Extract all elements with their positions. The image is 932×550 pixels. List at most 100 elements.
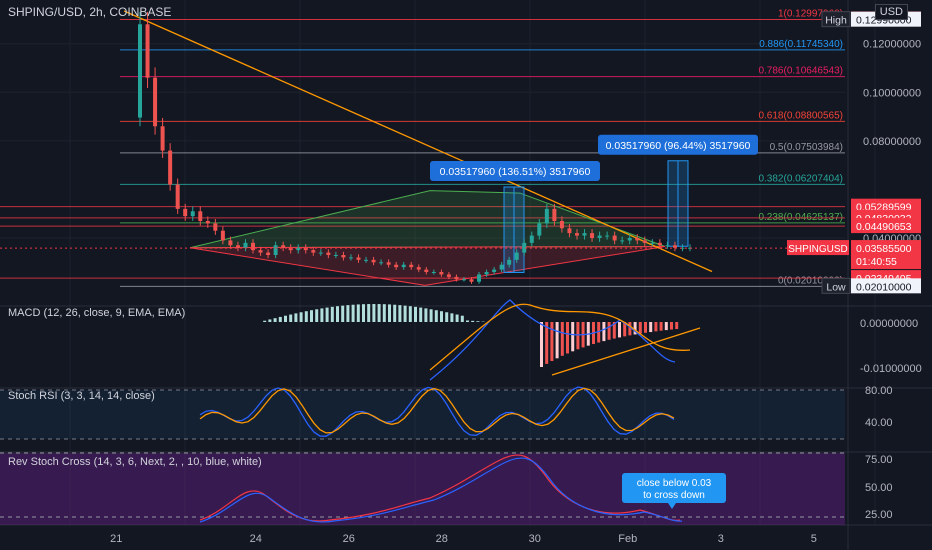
candle-body [627, 238, 632, 241]
fib-level-label: 0.618(0.08800565) [758, 110, 843, 121]
stoch-rsi-label[interactable]: Stoch RSI (3, 3, 14, 14, close) [8, 390, 155, 402]
candle-body [394, 264, 399, 268]
macd-histogram-bar [273, 318, 277, 322]
macd-histogram-bar [597, 322, 601, 343]
rev-stoch-label[interactable]: Rev Stoch Cross (14, 3, 6, Next, 2, , 10… [8, 456, 262, 468]
macd-histogram-bar [284, 315, 287, 322]
macd-histogram-bar [419, 307, 423, 322]
candle-body [153, 77, 158, 127]
macd-histogram-bar [356, 304, 360, 322]
fib-level-label: 0.886(0.11745340) [759, 39, 843, 50]
fib-level-label: 0.786(0.10646543) [758, 66, 843, 77]
candle-body [288, 247, 293, 251]
candle-body [220, 230, 225, 241]
macd-histogram-bar [263, 320, 267, 322]
candle-body [650, 242, 655, 244]
candle-body [461, 279, 466, 281]
candle-body [597, 235, 602, 238]
candle-body [348, 257, 353, 259]
candle-body [537, 223, 542, 236]
candle-body [401, 264, 406, 268]
macd-histogram-bar [434, 310, 438, 322]
candle-body [168, 150, 173, 185]
macd-trendline [551, 327, 701, 376]
price-tag-prefix-box [821, 11, 851, 28]
rev-stoch-axis-label: 25.00 [865, 509, 893, 521]
candle-body [424, 269, 429, 272]
current-price-box [851, 240, 921, 270]
candle-body [544, 208, 549, 224]
candle-body [145, 24, 150, 78]
rev-stoch-axis-label: 75.00 [865, 454, 893, 466]
currency-selector[interactable]: USD [874, 4, 908, 20]
fib-level-label: 0.5(0.07503984) [770, 142, 843, 153]
candle-body [341, 255, 346, 258]
time-axis-label: 30 [529, 533, 541, 545]
candle-body [567, 228, 572, 234]
candle-body [431, 272, 436, 273]
fib-level-label: 0.382(0.06207404) [758, 173, 843, 184]
rev-stoch-callout-label: close below 0.03 [637, 478, 712, 489]
macd-histogram-bar [377, 304, 381, 322]
macd-histogram-bar [408, 306, 412, 322]
candle-body [379, 262, 384, 264]
rev-stoch-line-blue [199, 457, 683, 523]
time-axis-label: 3 [718, 533, 724, 545]
candle-body [559, 221, 564, 229]
macd-histogram-bar [325, 307, 329, 322]
macd-histogram-bar [429, 309, 433, 322]
price-tag-prefix-box [821, 277, 851, 294]
candle-body [635, 238, 640, 241]
macd-histogram-bar [341, 305, 345, 322]
stoch-rsi-k-line [199, 386, 675, 437]
macd-histogram-bar [445, 312, 449, 322]
price-tag-box [851, 218, 921, 234]
macd-histogram-bar [560, 322, 564, 356]
countdown-label: 01:40:55 [856, 256, 897, 268]
price-axis-label: 0.08000000 [863, 136, 921, 148]
macd-histogram-bar [398, 305, 402, 322]
stoch-rsi-axis-label: 40.00 [865, 417, 893, 429]
macd-histogram-bar [576, 322, 580, 350]
macd-line [429, 299, 676, 381]
macd-histogram-bar [476, 321, 480, 322]
symbol-title[interactable]: SHPING/USD, 2h, COINBASE [8, 5, 172, 19]
macd-histogram-bar [540, 322, 543, 367]
candle-body [529, 235, 534, 243]
candle-body [138, 24, 142, 118]
macd-histogram-bar [612, 322, 616, 339]
time-axis-label: 21 [110, 533, 122, 545]
candle-body [235, 245, 240, 248]
candle-body [446, 274, 451, 277]
candle-body [160, 126, 165, 151]
macd-histogram-bar [351, 304, 355, 322]
candle-body [213, 223, 218, 231]
candle-body [296, 247, 301, 251]
candle-body [318, 252, 323, 254]
rev-stoch-callout-box [622, 473, 726, 503]
measure-callout-box [598, 134, 758, 155]
macd-histogram-bar [618, 322, 621, 338]
macd-histogram-bar [320, 308, 324, 322]
candle-body [522, 242, 527, 253]
macd-histogram-bar [450, 313, 454, 322]
candle-body [311, 250, 316, 253]
price-tag-label: 0.04490653 [856, 221, 912, 233]
candle-body [258, 250, 263, 253]
macd-histogram-bar [330, 306, 334, 322]
rev-stoch-callout-label: to cross down [643, 490, 705, 501]
candle-body [552, 208, 557, 221]
macd-label[interactable]: MACD (12, 26, close, 9, EMA, EMA) [8, 307, 186, 319]
macd-histogram-bar [304, 311, 308, 322]
candle-body [243, 242, 248, 248]
macd-histogram-bar [649, 322, 653, 333]
macd-histogram-bar [466, 320, 469, 322]
macd-histogram-bar [607, 322, 611, 340]
candle-body [439, 272, 444, 275]
candle-body [574, 233, 579, 236]
macd-histogram-bar [346, 305, 350, 322]
measure-callout-box [430, 161, 600, 181]
macd-histogram-bar [654, 322, 658, 332]
macd-histogram-bar [550, 322, 554, 362]
